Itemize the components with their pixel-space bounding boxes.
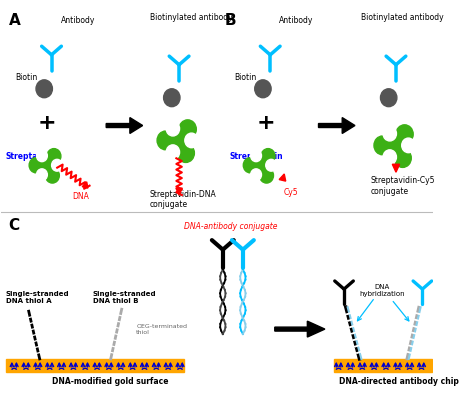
Circle shape (166, 145, 180, 160)
Text: C: C (9, 218, 20, 233)
Text: Streptavidin-DNA
conjugate: Streptavidin-DNA conjugate (150, 190, 217, 210)
Text: A: A (9, 13, 20, 28)
Bar (334, 359, 431, 372)
Polygon shape (392, 164, 400, 172)
Bar (6, 359, 183, 372)
Circle shape (251, 150, 262, 162)
Text: DNA: DNA (73, 192, 89, 201)
Circle shape (381, 89, 397, 107)
Circle shape (47, 148, 61, 164)
Circle shape (179, 120, 196, 139)
FancyArrow shape (106, 118, 143, 134)
Circle shape (185, 133, 198, 148)
Circle shape (36, 80, 53, 98)
Text: Biotin: Biotin (15, 73, 37, 82)
Text: Antibody: Antibody (61, 16, 95, 25)
Circle shape (255, 80, 271, 98)
Circle shape (177, 144, 194, 162)
Text: Single-stranded
DNA thiol B: Single-stranded DNA thiol B (92, 291, 156, 304)
Text: Cy5: Cy5 (284, 188, 299, 197)
Text: DNA-antibody conjugate: DNA-antibody conjugate (184, 222, 278, 231)
Text: Antibody: Antibody (279, 16, 314, 25)
FancyArrow shape (275, 321, 325, 337)
Text: Streptavidin: Streptavidin (229, 152, 283, 161)
Circle shape (394, 149, 411, 168)
Circle shape (52, 159, 63, 171)
Circle shape (46, 168, 59, 183)
Circle shape (243, 158, 257, 173)
Circle shape (374, 136, 391, 155)
Circle shape (266, 159, 277, 171)
Text: B: B (225, 13, 236, 28)
Text: +: + (256, 113, 275, 133)
Circle shape (383, 132, 409, 159)
FancyArrow shape (319, 118, 355, 134)
Circle shape (37, 154, 57, 176)
Circle shape (251, 154, 271, 176)
Circle shape (396, 125, 413, 144)
Circle shape (251, 169, 262, 181)
Circle shape (383, 126, 396, 141)
Text: DNA-modified gold surface: DNA-modified gold surface (52, 377, 168, 386)
Text: OEG-terminated
thiol: OEG-terminated thiol (136, 324, 187, 335)
Circle shape (29, 158, 43, 173)
Circle shape (166, 121, 180, 136)
Circle shape (36, 169, 47, 181)
Text: DNA
hybridization: DNA hybridization (359, 284, 405, 298)
Circle shape (157, 131, 174, 150)
Text: Biotin: Biotin (234, 73, 256, 82)
Circle shape (164, 89, 180, 107)
Circle shape (383, 150, 396, 164)
Text: Biotinylated antibody: Biotinylated antibody (361, 13, 444, 22)
Text: Single-stranded
DNA thiol A: Single-stranded DNA thiol A (6, 291, 70, 304)
Text: Biotinylated antibody: Biotinylated antibody (150, 13, 233, 22)
Polygon shape (176, 188, 182, 195)
Text: Streptavidin-Cy5
conjugate: Streptavidin-Cy5 conjugate (371, 176, 435, 196)
Circle shape (261, 148, 275, 164)
Polygon shape (82, 182, 88, 188)
Text: Streptavidin: Streptavidin (6, 152, 60, 161)
Circle shape (260, 168, 273, 183)
Circle shape (36, 150, 47, 162)
Text: DNA-directed antibody chip: DNA-directed antibody chip (338, 377, 458, 386)
Text: +: + (37, 113, 56, 133)
Polygon shape (279, 174, 286, 181)
Circle shape (167, 127, 191, 154)
Circle shape (401, 138, 415, 153)
